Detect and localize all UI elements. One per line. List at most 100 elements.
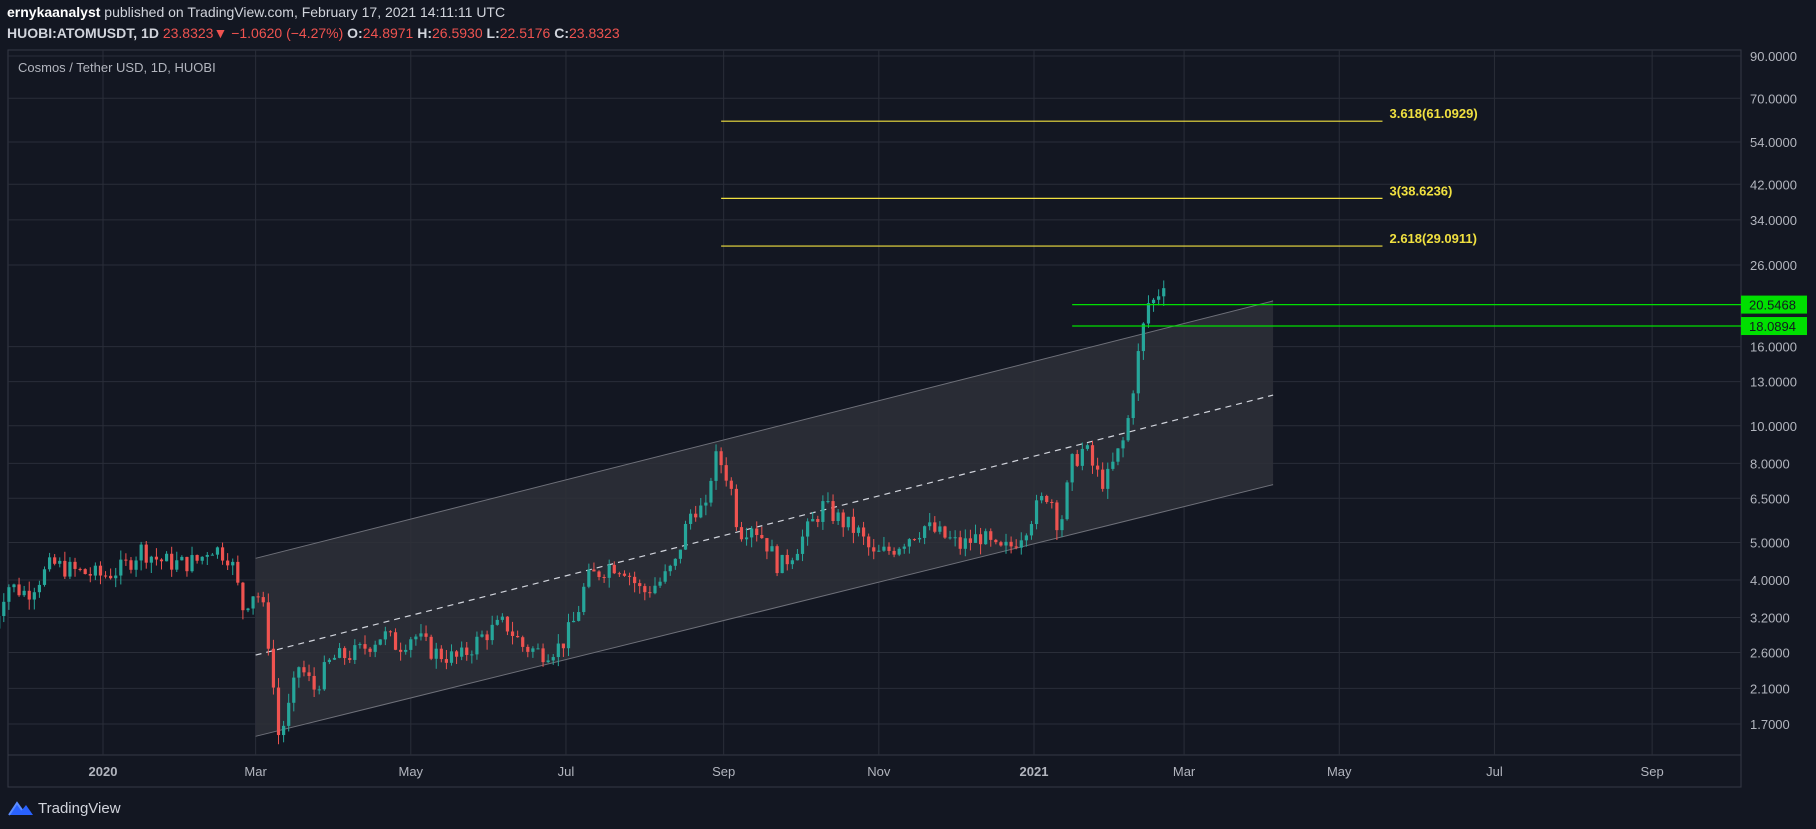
candle-up <box>566 622 571 649</box>
price-level-tag-label: 20.5468 <box>1749 298 1796 313</box>
candle-up <box>744 537 749 540</box>
price-tick-label: 16.0000 <box>1750 340 1797 355</box>
candle-up <box>1065 482 1069 520</box>
time-axis[interactable]: 2020 Mar May Jul Sep Nov 2021 Mar May Jul Sep <box>89 764 1664 779</box>
price-tick-label: 4.0000 <box>1750 573 1790 588</box>
price-tick-label: 70.0000 <box>1750 91 1797 106</box>
candle-up <box>373 644 377 652</box>
candle-up <box>215 547 220 555</box>
candle-down <box>526 646 530 652</box>
candle-down <box>368 648 372 652</box>
candle-down <box>170 553 174 570</box>
candle-down <box>88 574 92 576</box>
candle-down <box>597 571 601 578</box>
price-chart[interactable]: 3.618(61.0929) 3(38.6236) 2.618(29.0911) 2… <box>0 0 1816 795</box>
tradingview-footer[interactable]: TradingView <box>8 796 121 820</box>
candle-up <box>68 561 72 577</box>
candle-up <box>1080 448 1084 466</box>
candle-down <box>648 592 652 594</box>
time-tick-label: 2020 <box>89 764 118 779</box>
candle-up <box>246 608 250 611</box>
candle-up <box>577 612 581 621</box>
candle-up <box>251 596 255 609</box>
candle-down <box>1095 465 1100 470</box>
candle-up <box>571 620 576 623</box>
candle-up <box>1004 541 1008 546</box>
candle-up <box>190 555 194 572</box>
candle-down <box>541 648 545 663</box>
candle-down <box>912 539 917 541</box>
candle-down <box>485 634 489 641</box>
candle-up <box>1136 351 1140 394</box>
candle-up <box>790 560 794 565</box>
candle-down <box>627 575 632 577</box>
candle-up <box>953 537 957 539</box>
candle-up <box>688 513 693 524</box>
candle-down <box>602 577 606 579</box>
candle-down <box>521 637 525 647</box>
price-tick-label: 1.7000 <box>1750 717 1790 732</box>
candle-down <box>424 633 428 637</box>
candle-down <box>958 537 962 549</box>
candle-down <box>872 547 876 552</box>
candle-up <box>917 537 922 540</box>
candle-down <box>638 583 642 587</box>
candle-up <box>1085 445 1090 449</box>
time-tick-label: 2021 <box>1020 764 1049 779</box>
candle-down <box>861 527 866 537</box>
symbol-ohlc-bar: HUOBI:ATOMUSDT, 1D 23.8323▼ −1.0620 (−4.… <box>7 25 620 41</box>
candle-down <box>943 526 947 538</box>
candle-up <box>317 689 321 691</box>
candle-up <box>164 553 169 562</box>
candle-down <box>159 559 164 562</box>
candle-down <box>241 582 245 611</box>
regression-channel <box>255 300 1274 737</box>
price-axis[interactable]: 90.0000 70.0000 54.0000 42.0000 34.0000 26.00… <box>1750 49 1797 732</box>
low-label: L: <box>486 25 500 41</box>
candle-up <box>358 644 362 646</box>
price-tick-label: 54.0000 <box>1750 135 1797 150</box>
candle-up <box>826 501 830 503</box>
chart-title: Cosmos / Tether USD, 1D, HUOBI <box>18 60 216 75</box>
candle-down <box>841 512 845 528</box>
candle-up <box>378 639 382 645</box>
candle-down <box>978 534 983 545</box>
price-tick-label: 3.2000 <box>1750 611 1790 626</box>
candle-down <box>719 451 723 466</box>
candle-up <box>495 619 499 625</box>
candle-down <box>256 596 260 598</box>
candle-up <box>556 643 560 658</box>
candle-down <box>312 675 316 690</box>
candle-up <box>907 539 911 547</box>
candle-up <box>923 526 927 538</box>
candle-up <box>434 648 438 659</box>
candle-down <box>343 648 347 659</box>
candle-up <box>800 536 805 554</box>
candle-up <box>1131 393 1135 419</box>
price-tick-label: 10.0000 <box>1750 419 1797 434</box>
candle-up <box>1106 468 1110 489</box>
candle-down <box>195 555 199 561</box>
candle-down <box>724 465 728 481</box>
candle-up <box>139 544 143 561</box>
candle-down <box>271 648 276 688</box>
price-tick-label: 5.0000 <box>1750 535 1790 550</box>
candle-up <box>1019 540 1023 548</box>
candle-up <box>546 660 550 663</box>
candle-up <box>1029 524 1034 536</box>
candle-up <box>149 556 153 563</box>
candle-down <box>1055 502 1059 531</box>
candle-down <box>17 584 21 596</box>
author-name[interactable]: ernykaanalyst <box>7 4 101 20</box>
price-level-tag <box>1741 317 1807 336</box>
candle-down <box>454 651 459 657</box>
candle-up <box>938 526 942 532</box>
candle-up <box>2 601 6 616</box>
fib-level-label: 3.618(61.0929) <box>1389 106 1477 121</box>
candle-up <box>770 546 774 552</box>
candle-down <box>348 658 352 660</box>
candle-up <box>897 548 901 555</box>
channel-upper-line <box>255 300 1274 559</box>
candle-down <box>887 546 891 551</box>
